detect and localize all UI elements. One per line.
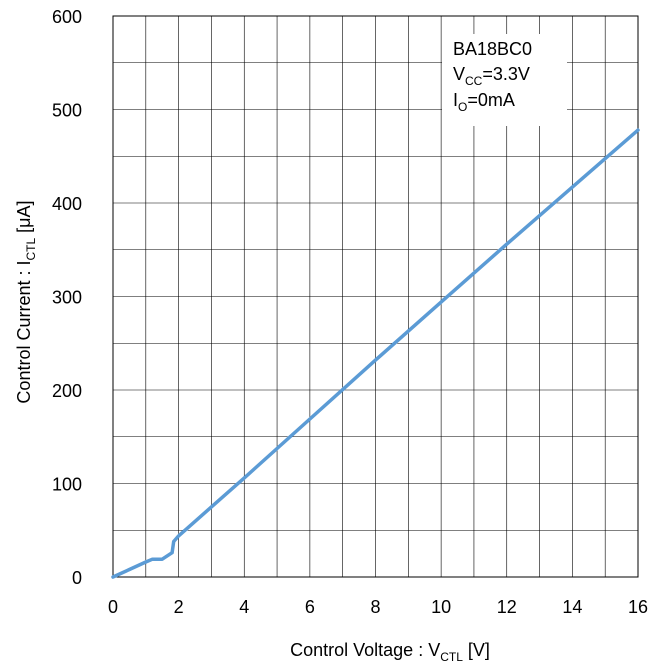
series-line: [111, 128, 640, 579]
annotation-io: IO=0mA: [453, 90, 515, 114]
annotation-model: BA18BC0: [453, 39, 532, 59]
series-layer: [111, 128, 640, 579]
x-tick-label: 16: [628, 597, 648, 617]
x-tick-label: 10: [431, 597, 451, 617]
x-tick-label: 12: [497, 597, 517, 617]
y-tick-label: 200: [52, 381, 82, 401]
x-tick-label: 6: [305, 597, 315, 617]
annotation-background: [442, 34, 567, 126]
y-tick-label: 500: [52, 101, 82, 121]
x-tick-label: 2: [174, 597, 184, 617]
y-tick-label: 100: [52, 475, 82, 495]
plot-frame: [112, 15, 639, 578]
x-tick-label: 8: [370, 597, 380, 617]
y-tick-label: 300: [52, 288, 82, 308]
x-tick-label: 14: [562, 597, 582, 617]
annotation-box: BA18BC0 VCC=3.3V IO=0mA: [442, 34, 567, 126]
ticks-layer: 0 2 4 6 8 10 12 14 16 0 100 200 300 400 500 600: [52, 7, 648, 617]
y-axis-title: Control Current : ICTL [μA]: [14, 200, 38, 403]
y-tick-label: 400: [52, 194, 82, 214]
x-tick-label: 0: [108, 597, 118, 617]
annotation-vcc: VCC=3.3V: [453, 64, 530, 88]
y-tick-label: 0: [72, 568, 82, 588]
y-tick-label: 600: [52, 7, 82, 27]
x-tick-label: 4: [239, 597, 249, 617]
x-axis-title: Control Voltage : VCTL [V]: [290, 640, 490, 664]
